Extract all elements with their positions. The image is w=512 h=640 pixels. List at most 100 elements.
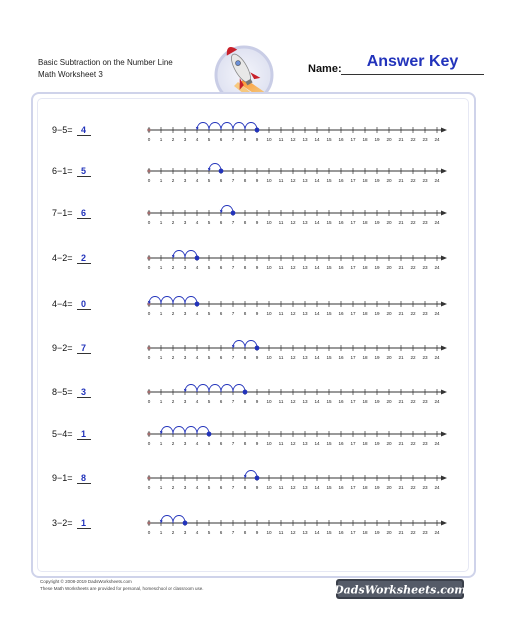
tick-label: 22	[410, 530, 416, 535]
tick-label: 17	[350, 355, 356, 360]
number-line: 0 1 2 3 4 5 6 7 8 9 10 11 12 13 14 15 16 17 18 19 20 21 22 23 24	[147, 122, 447, 142]
tick-label: 8	[244, 137, 247, 142]
tick-label: 18	[362, 137, 368, 142]
jump-arc	[208, 122, 222, 131]
tick-label: 11	[279, 178, 284, 183]
problem-8: 5−4= 1	[52, 429, 122, 440]
tick-label: 13	[302, 399, 308, 404]
tick-label: 3	[184, 311, 187, 316]
tick-label: 20	[386, 311, 392, 316]
tick-label: 12	[290, 178, 296, 183]
tick-label: 3	[184, 530, 187, 535]
tick-label: 23	[422, 311, 428, 316]
jump-arc	[184, 426, 198, 435]
tick-label: 17	[350, 441, 356, 446]
tick-label: 20	[386, 137, 392, 142]
tick-label: 21	[398, 399, 404, 404]
tick-label: 0	[148, 137, 151, 142]
answer-field[interactable]: 3	[76, 387, 91, 398]
tick-label: 20	[386, 441, 392, 446]
tick-label: 6	[220, 530, 223, 535]
tick-label: 6	[220, 311, 223, 316]
tick-label: 22	[410, 441, 416, 446]
tick-label: 6	[220, 178, 223, 183]
tick-label: 16	[338, 441, 344, 446]
answer-field[interactable]: 0	[76, 299, 91, 310]
tick-label: 23	[422, 355, 428, 360]
tick-label: 17	[350, 311, 356, 316]
jump-arc	[160, 515, 174, 524]
start-point-marker	[254, 127, 260, 133]
jump-arc	[172, 426, 186, 435]
problem-equation: 8−5=	[52, 387, 73, 397]
tick-label: 21	[398, 137, 404, 142]
tick-label: 19	[374, 530, 380, 535]
tick-label: 8	[244, 265, 247, 270]
answer-field[interactable]: 7	[76, 343, 91, 354]
jump-arc	[160, 296, 174, 305]
tick-label: 11	[279, 355, 284, 360]
answer-field[interactable]: 2	[76, 253, 91, 264]
arrow-right-icon	[441, 345, 447, 351]
answer-field[interactable]: 1	[76, 429, 91, 440]
tick-label: 14	[314, 399, 320, 404]
tick-label: 5	[208, 530, 211, 535]
tick-label: 15	[326, 485, 332, 490]
tick-label: 2	[172, 355, 175, 360]
tick-label: 19	[374, 441, 380, 446]
answer-key-heading: Answer Key	[366, 53, 459, 70]
arc-arrow-icon	[207, 167, 211, 171]
tick-label: 10	[266, 441, 272, 446]
problem-equation: 5−4=	[52, 429, 73, 439]
tick-label: 17	[350, 485, 356, 490]
tick-label: 18	[362, 441, 368, 446]
tick-label: 4	[196, 178, 199, 183]
tick-label: 8	[244, 399, 247, 404]
answer-field[interactable]: 4	[76, 125, 91, 136]
problem-1: 9−5= 4	[52, 125, 122, 136]
tick-label: 10	[266, 399, 272, 404]
tick-label: 12	[290, 399, 296, 404]
tick-label: 20	[386, 220, 392, 225]
tick-label: 23	[422, 441, 428, 446]
tick-label: 1	[160, 137, 163, 142]
tick-label: 12	[290, 265, 296, 270]
answer-field[interactable]: 6	[76, 208, 91, 219]
answer-field[interactable]: 8	[76, 473, 91, 484]
title-line-1: Basic Subtraction on the Number Line	[38, 58, 173, 67]
tick-label: 5	[208, 485, 211, 490]
tick-label: 23	[422, 530, 428, 535]
tick-label: 14	[314, 355, 320, 360]
number-line: 0 1 2 3 4 5 6 7 8 9 10 11 12 13 14 15 16 17 18 19 20 21 22 23 24	[147, 470, 447, 490]
tick-label: 14	[314, 265, 320, 270]
footer-copyright: Copyright © 2008-2019 DadsWorksheets.com…	[40, 578, 204, 592]
tick-label: 22	[410, 220, 416, 225]
tick-label: 9	[256, 265, 259, 270]
tick-label: 6	[220, 220, 223, 225]
tick-label: 9	[256, 178, 259, 183]
copyright-text: Copyright © 2008-2019 DadsWorksheets.com	[40, 579, 132, 584]
answer-field[interactable]: 1	[76, 518, 91, 529]
tick-label: 16	[338, 220, 344, 225]
tick-label: 23	[422, 220, 428, 225]
problem-4: 4−2= 2	[52, 253, 122, 264]
arc-arrow-icon	[195, 126, 199, 130]
tick-label: 5	[208, 355, 211, 360]
tick-label: 5	[208, 311, 211, 316]
tick-label: 5	[208, 220, 211, 225]
tick-label: 1	[160, 441, 163, 446]
worksheet-title: Basic Subtraction on the Number Line Mat…	[38, 57, 173, 81]
tick-label: 18	[362, 178, 368, 183]
number-line: 0 1 2 3 4 5 6 7 8 9 10 11 12 13 14 15 16 17 18 19 20 21 22 23 24	[147, 163, 447, 183]
problem-equation: 4−4=	[52, 299, 73, 309]
tick-label: 0	[148, 530, 151, 535]
tick-label: 3	[184, 441, 187, 446]
tick-label: 6	[220, 485, 223, 490]
tick-label: 14	[314, 530, 320, 535]
tick-label: 24	[434, 178, 440, 183]
tick-label: 3	[184, 399, 187, 404]
tick-label: 14	[314, 137, 320, 142]
start-point-marker	[254, 345, 260, 351]
answer-field[interactable]: 5	[76, 166, 91, 177]
arrow-right-icon	[441, 389, 447, 395]
